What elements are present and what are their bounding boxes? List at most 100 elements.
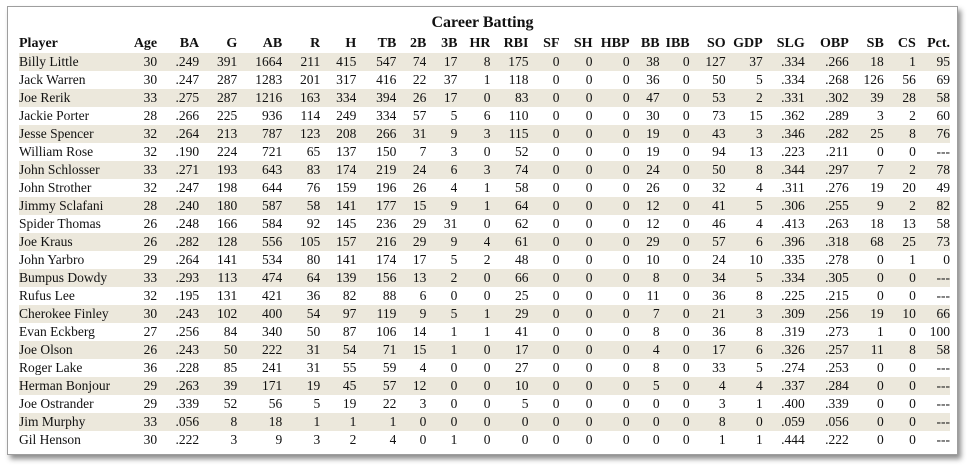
stat-cell: 7 [419,144,427,159]
stat-cell: 76 [306,180,321,195]
stat-cell: 56 [268,396,283,411]
stat-cell: 82 [342,288,357,303]
stat-cell: 2 [483,252,491,267]
stat-cell: .334 [781,72,805,87]
stat-cell: 9 [450,234,458,249]
stat-cell: 4 [755,180,763,195]
stat-cell: 201 [300,72,321,87]
stat-cell: .400 [781,396,805,411]
stat-cell: 0 [943,252,950,267]
stat-cell: .275 [175,90,200,105]
stat-cell: 644 [262,180,283,195]
stat-cell: 0 [450,378,458,393]
stat-cell: 5 [450,252,458,267]
column-header: SLG [776,36,805,51]
stat-cell: 0 [622,162,630,177]
stat-cell: 5 [521,396,529,411]
stat-cell: 0 [483,90,491,105]
stat-cell: 1 [349,414,357,429]
stat-cell: 25 [870,126,884,141]
stat-cell: 1664 [255,54,283,69]
stat-cell: 0 [877,288,884,303]
stat-cell: 33 [143,162,158,177]
stat-cell: .273 [825,324,849,339]
column-header: SB [866,36,884,51]
stat-cell: 0 [622,324,630,339]
stat-cell: 12 [412,378,427,393]
stat-cell: .297 [825,162,849,177]
stat-cell: 33 [143,414,158,429]
stat-cell: 0 [521,432,529,447]
column-header: BB [640,36,660,51]
stat-cell: 69 [936,72,951,87]
stat-cell: 73 [936,234,951,249]
stat-cell: 18 [268,414,283,429]
stat-cell: 58 [514,180,529,195]
stat-cell: 584 [262,216,283,231]
stat-cell: 8 [652,324,660,339]
stat-cell: 17 [514,342,529,357]
stat-cell: 48 [514,252,529,267]
stat-cell: 0 [909,144,916,159]
stat-cell: 2 [349,432,357,447]
stat-cell: 50 [306,324,321,339]
stat-cell: 241 [262,360,283,375]
stat-cell: .225 [781,288,805,303]
stat-cell: 11 [646,288,660,303]
stat-cell: .282 [175,234,200,249]
stat-cell: 4 [755,378,763,393]
stat-cell: .256 [175,324,200,339]
stat-cell: 1 [877,324,884,339]
stat-cell: 61 [514,234,529,249]
stat-cell: 0 [483,432,491,447]
stat-cell: 7 [877,162,884,177]
stat-cell: .228 [175,360,200,375]
stat-cell: 400 [262,306,283,321]
stat-cell: 0 [652,414,660,429]
stat-cell: .326 [781,342,805,357]
stat-cell: 5 [755,198,763,213]
stat-cell: .268 [825,72,849,87]
stat-cell: 36 [646,72,660,87]
stat-cell: 5 [755,72,763,87]
stat-cell: 0 [483,396,491,411]
stat-cell: 26 [143,216,158,231]
stat-cell: 74 [514,162,529,177]
career-batting-table: Player Age BA G AB R H TB 2B 3B HR RBI SF SH HBP BB IBB S… [19,35,950,449]
column-header: GDP [733,36,763,51]
stat-cell: 30 [143,54,158,69]
stat-cell: 128 [216,234,238,249]
stat-cell: 0 [682,90,690,105]
stat-cell: 6 [483,108,491,123]
stat-cell: 58 [306,198,321,213]
stat-cell: 0 [909,378,916,393]
stat-cell: 14 [412,324,427,339]
stat-cell: 643 [262,162,283,177]
stat-cell: 8 [755,162,763,177]
stat-cell: 1 [718,432,726,447]
stat-cell: 50 [712,72,726,87]
stat-cell: .444 [781,432,805,447]
stat-cell: 127 [705,54,726,69]
stat-cell: 110 [508,108,529,123]
stat-cell: 31 [443,216,458,231]
stat-cell: 59 [382,360,397,375]
stat-cell: .274 [781,360,805,375]
stat-cell: .319 [781,324,805,339]
stat-cell: 534 [262,252,283,267]
stat-cell: 163 [300,90,321,105]
stat-cell: 137 [336,144,357,159]
stat-cell: 32 [143,144,158,159]
stat-cell: 0 [552,162,560,177]
stat-cell: 3 [877,108,884,123]
stat-cell: 36 [712,324,726,339]
stat-cell: 8 [230,414,238,429]
player-name: Bumpus Dowdy [19,270,108,285]
stat-cell: 88 [382,288,397,303]
player-name: John Strother [19,180,92,195]
stat-cell: 29 [514,306,529,321]
stat-cell: 0 [622,378,630,393]
stat-cell: 0 [909,288,916,303]
stat-cell: 0 [877,432,884,447]
stat-cell: 0 [585,432,593,447]
